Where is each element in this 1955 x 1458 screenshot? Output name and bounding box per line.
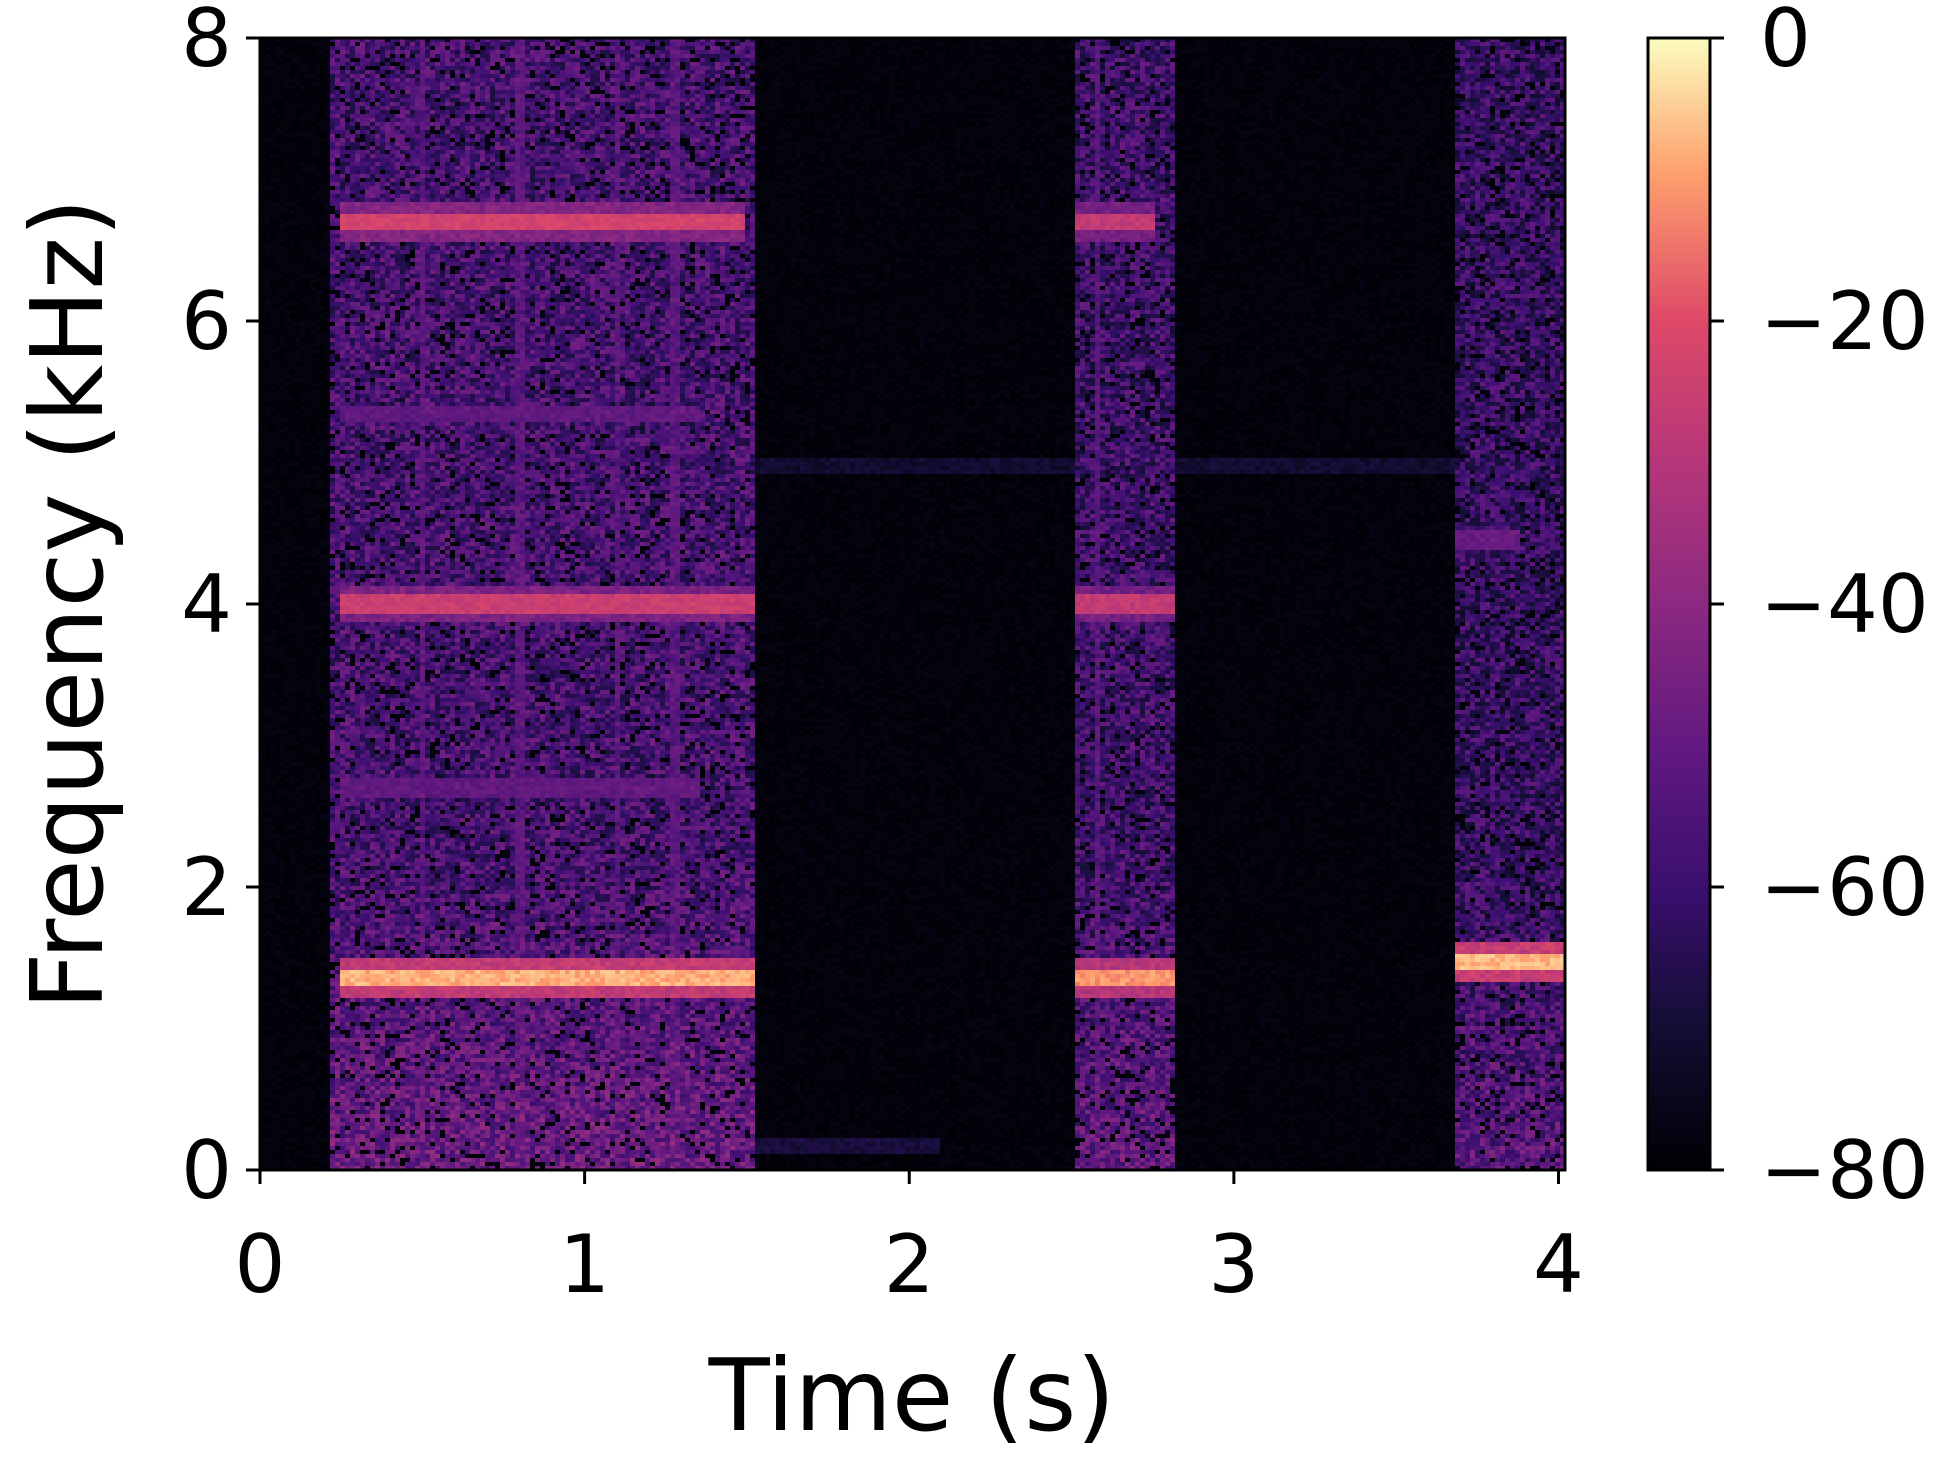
colorbar-gradient [1648,38,1710,1170]
x-axis-label: Time (s) [708,1337,1116,1454]
x-axis-ticks: 0 1 2 3 4 [235,1170,1584,1311]
colorbar-tick-label: −20 [1760,275,1929,368]
colorbar-tick-label: −60 [1760,841,1929,934]
y-axis-ticks: 0 2 4 6 8 [181,0,260,1217]
colorbar-ticks: 0 −20 −40 −60 −80 [1710,0,1929,1217]
y-axis-label: Frequency (kHz) [9,198,126,1010]
colorbar: 0 −20 −40 −60 −80 [1646,0,1929,1217]
y-tick-label: 0 [181,1124,232,1217]
x-tick-label: 2 [884,1218,935,1311]
colorbar-tick-label: −40 [1760,558,1929,651]
y-tick-label: 4 [181,558,232,651]
colorbar-tick-label: 0 [1760,0,1811,85]
y-tick-label: 6 [181,275,232,368]
x-tick-label: 0 [235,1218,286,1311]
colorbar-tick-label: −80 [1760,1124,1929,1217]
x-tick-label: 1 [559,1218,610,1311]
y-tick-label: 2 [181,841,232,934]
x-tick-label: 3 [1208,1218,1259,1311]
plot-area [260,38,1565,1170]
spectrogram-image [260,38,1565,1170]
x-tick-label: 4 [1533,1218,1584,1311]
y-tick-label: 8 [181,0,232,85]
